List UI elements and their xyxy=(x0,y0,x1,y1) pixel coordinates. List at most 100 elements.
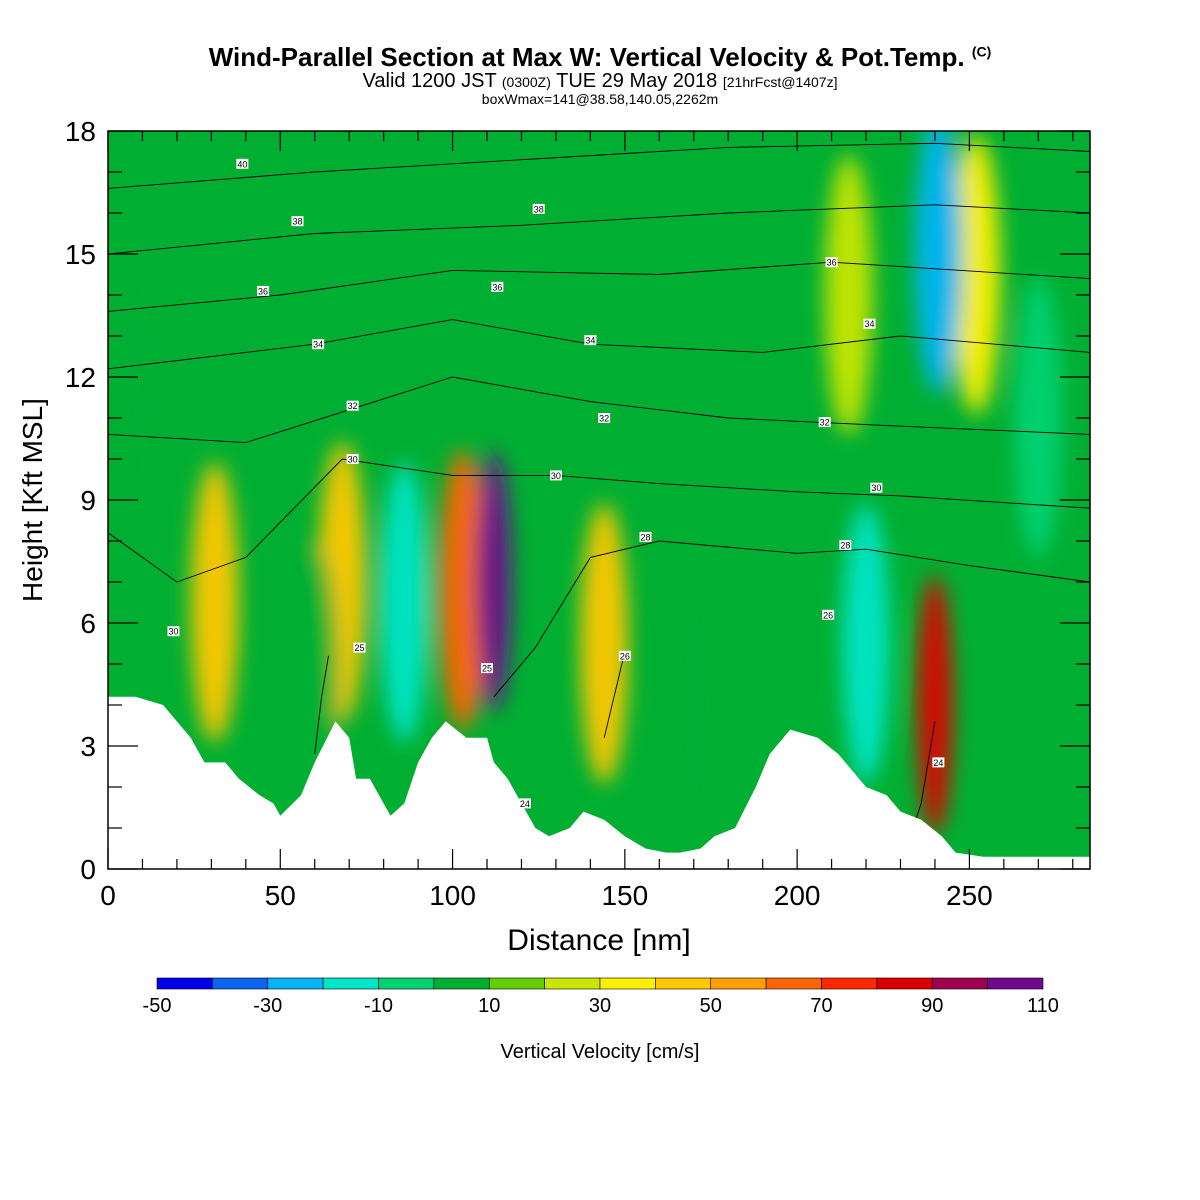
y-tick-label: 0 xyxy=(80,854,96,885)
colorbar-tick-label: -30 xyxy=(253,995,282,1017)
isentrope-line xyxy=(108,204,1090,255)
contour-label-box xyxy=(639,531,652,542)
contour-label: 34 xyxy=(312,339,325,350)
velocity-cell xyxy=(952,134,1001,415)
contour-label: 30 xyxy=(549,470,562,481)
contour-label-text: 30 xyxy=(348,455,358,465)
contour-label-text: 36 xyxy=(258,286,268,296)
contour-label: 36 xyxy=(825,257,838,268)
contour-label: 28 xyxy=(639,531,652,542)
contour-label-box xyxy=(346,400,359,411)
x-axis-label: Distance [nm] xyxy=(507,924,690,957)
contour-label-box xyxy=(236,158,249,169)
y-tick-label: 18 xyxy=(65,116,96,147)
contour-label-box xyxy=(818,417,831,428)
contour-label-box xyxy=(822,609,835,620)
contour-label-box xyxy=(584,335,597,346)
colorbar: -50 -30 -10 10 30 50 70 90 110 Vertical Velocity … xyxy=(143,977,1059,1063)
isentrope-line xyxy=(603,651,626,738)
contour-label-text: 30 xyxy=(871,483,881,493)
velocity-cell xyxy=(824,155,873,435)
contour-label-box xyxy=(257,285,270,296)
copyright-mark: (C) xyxy=(971,43,992,60)
colorbar-swatch xyxy=(876,977,933,990)
colorbar-swatch xyxy=(599,977,656,990)
x-tick-label: 150 xyxy=(601,880,648,911)
colorbar-tick-label: -50 xyxy=(143,995,172,1017)
y-tick-label: 3 xyxy=(80,731,96,762)
contour-label-box xyxy=(481,663,494,674)
colorbar-tick-label: 30 xyxy=(589,995,611,1017)
contour-label-text: 34 xyxy=(313,340,323,350)
terrain xyxy=(108,696,1090,869)
contour-label-text: 26 xyxy=(620,651,630,661)
colorbar-swatch xyxy=(433,977,490,990)
velocity-cell xyxy=(190,462,239,743)
contour-label-text: 24 xyxy=(520,799,530,809)
colorbar-swatch xyxy=(267,977,324,990)
contour-label-text: 28 xyxy=(840,541,850,551)
contour-label-box xyxy=(839,540,852,551)
colorbar-swatch xyxy=(378,977,435,990)
box-info: boxWmax=141@38.58,140.05,2262m xyxy=(481,91,719,107)
colorbar-swatch xyxy=(931,977,988,990)
contour-label: 30 xyxy=(346,454,359,465)
colorbar-swatch xyxy=(655,977,712,990)
chart-subtitle: Valid 1200 JST (0300Z) TUE 29 May 2018 [… xyxy=(0,70,1200,93)
contour-label-text: 32 xyxy=(599,414,609,424)
isentrope-line xyxy=(108,142,1090,189)
contour-label-text: 25 xyxy=(355,643,365,653)
velocity-cell xyxy=(1014,278,1063,558)
contour-label: 26 xyxy=(618,650,631,661)
contour-label-text: 36 xyxy=(492,282,502,292)
contour-label-text: 34 xyxy=(864,319,874,329)
velocity-cores xyxy=(118,131,1063,845)
isentrope-line xyxy=(314,655,329,755)
contour-label: 30 xyxy=(870,482,883,493)
contour-label: 40 xyxy=(236,158,249,169)
contour-label-text: 38 xyxy=(534,204,544,214)
valid-time: Valid 1200 JST xyxy=(362,70,497,92)
velocity-field xyxy=(108,131,1090,869)
contour-label-text: 26 xyxy=(823,610,833,620)
valid-date: TUE 29 May 2018 xyxy=(556,70,718,92)
contour-label-box xyxy=(549,470,562,481)
velocity-cell xyxy=(669,565,718,845)
contour-label-box xyxy=(618,650,631,661)
contour-label-box xyxy=(863,318,876,329)
isentrope-line xyxy=(493,540,1090,698)
contour-label: 36 xyxy=(257,285,270,296)
contour-label: 24 xyxy=(518,798,531,809)
contour-label: 25 xyxy=(481,663,494,674)
colorbar-tick-label: 50 xyxy=(700,995,722,1017)
contour-label: 26 xyxy=(822,609,835,620)
y-tick-label: 15 xyxy=(65,239,96,270)
colorbar-tick-label: 110 xyxy=(1027,995,1059,1017)
colorbar-tick-label: 70 xyxy=(810,995,832,1017)
contour-label: 36 xyxy=(491,281,504,292)
contour-label-text: 36 xyxy=(827,258,837,268)
contour-label-box xyxy=(291,216,304,227)
colorbar-label: Vertical Velocity [cm/s] xyxy=(501,1041,700,1063)
velocity-cell xyxy=(475,452,512,712)
colorbar-tick-label: -10 xyxy=(364,995,393,1017)
velocity-cell xyxy=(914,131,963,394)
colorbar-swatch xyxy=(156,977,213,990)
colorbar-swatch xyxy=(212,977,269,990)
terrain-mask xyxy=(108,696,1090,869)
contour-label-box xyxy=(518,798,531,809)
chart-title: Wind-Parallel Section at Max W: Vertical… xyxy=(0,42,1200,73)
colorbar-tick-label: 90 xyxy=(921,995,943,1017)
contour-label: 24 xyxy=(932,757,945,768)
contour-label: 34 xyxy=(863,318,876,329)
contour-label-box xyxy=(312,339,325,350)
colorbar-swatch xyxy=(488,977,545,990)
contour-label-box xyxy=(346,454,359,464)
colorbar-swatch xyxy=(821,977,878,990)
contour-label: 30 xyxy=(167,626,180,637)
velocity-cell xyxy=(380,462,429,743)
colorbar-tick-label: 10 xyxy=(478,995,500,1017)
contour-label-text: 28 xyxy=(641,532,651,542)
